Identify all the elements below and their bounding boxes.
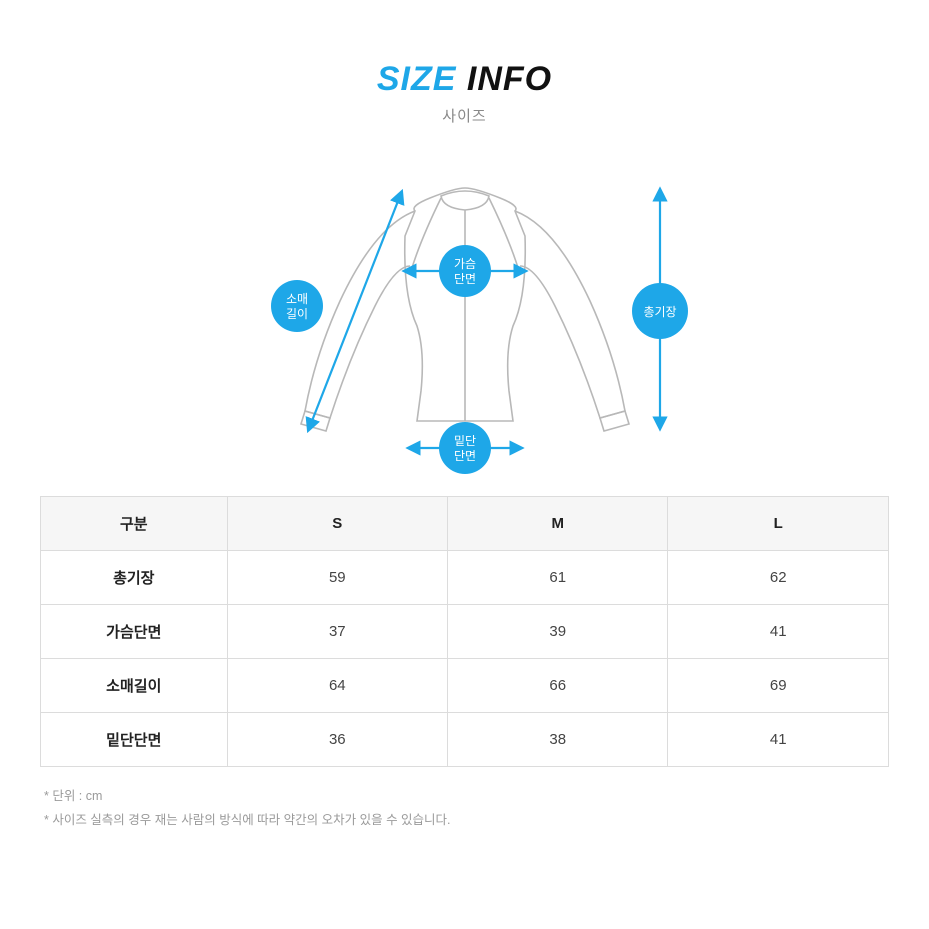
size-table: 구분 S M L 총기장 59 61 62 가슴단면 37 39 41 소매길이… — [40, 496, 889, 767]
cell: 41 — [668, 605, 889, 659]
cell: 66 — [448, 659, 668, 713]
badge-hem: 밑단 단면 — [439, 422, 491, 474]
title-block: SIZE INFO 사이즈 — [40, 60, 889, 126]
measure-badges: 소매 길이 가슴 단면 총기장 밑단 단면 — [271, 245, 688, 474]
badge-length: 총기장 — [632, 283, 688, 339]
badge-length-line1: 총기장 — [643, 305, 676, 319]
cell: 36 — [227, 713, 447, 767]
badge-hem-line1: 밑단 — [453, 434, 475, 448]
cell: 59 — [227, 551, 447, 605]
badge-chest-line2: 단면 — [453, 272, 475, 286]
size-info-page: SIZE INFO 사이즈 — [0, 0, 929, 833]
cell: 39 — [448, 605, 668, 659]
table-row: 밑단단면 36 38 41 — [41, 713, 889, 767]
title-subtitle: 사이즈 — [40, 105, 889, 126]
footnotes: * 단위 : cm * 사이즈 실측의 경우 재는 사람의 방식에 따라 약간의… — [40, 785, 889, 833]
header-size-1: M — [448, 497, 668, 551]
header-size-2: L — [668, 497, 889, 551]
footnote-line: * 단위 : cm — [44, 785, 889, 809]
cell: 64 — [227, 659, 447, 713]
cell: 38 — [448, 713, 668, 767]
garment-diagram: 소매 길이 가슴 단면 총기장 밑단 단면 — [205, 156, 725, 476]
row-label: 가슴단면 — [41, 605, 228, 659]
page-title: SIZE INFO — [40, 60, 889, 99]
table-header-row: 구분 S M L — [41, 497, 889, 551]
badge-sleeve-line2: 길이 — [285, 307, 307, 321]
table-row: 총기장 59 61 62 — [41, 551, 889, 605]
badge-chest: 가슴 단면 — [439, 245, 491, 297]
title-accent: SIZE — [377, 60, 457, 98]
row-label: 총기장 — [41, 551, 228, 605]
badge-chest-line1: 가슴 — [453, 257, 475, 271]
measure-arrows — [310, 194, 660, 448]
cell: 41 — [668, 713, 889, 767]
table-row: 가슴단면 37 39 41 — [41, 605, 889, 659]
badge-sleeve: 소매 길이 — [271, 280, 323, 332]
header-label: 구분 — [41, 497, 228, 551]
badge-hem-line2: 단면 — [453, 449, 475, 463]
title-dark: INFO — [467, 60, 552, 98]
table-row: 소매길이 64 66 69 — [41, 659, 889, 713]
cell: 61 — [448, 551, 668, 605]
row-label: 밑단단면 — [41, 713, 228, 767]
row-label: 소매길이 — [41, 659, 228, 713]
cell: 62 — [668, 551, 889, 605]
footnote-line: * 사이즈 실측의 경우 재는 사람의 방식에 따라 약간의 오차가 있을 수 … — [44, 809, 889, 833]
cell: 69 — [668, 659, 889, 713]
garment-outline-icon — [301, 188, 629, 431]
badge-sleeve-line1: 소매 — [285, 292, 307, 306]
header-size-0: S — [227, 497, 447, 551]
cell: 37 — [227, 605, 447, 659]
